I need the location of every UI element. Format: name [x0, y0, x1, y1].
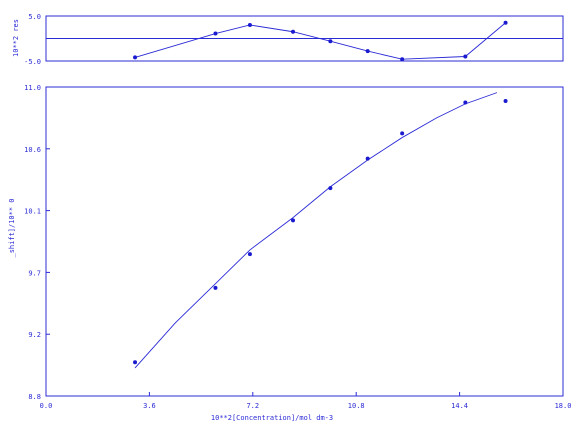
- y-tick-label-3: 10.1: [24, 208, 41, 216]
- data-point-6: [400, 131, 405, 136]
- x-tick-label-5: 18.0: [555, 402, 572, 410]
- data-point-8: [503, 99, 508, 104]
- residual-point-5: [365, 49, 370, 54]
- fit-curve: [134, 92, 498, 369]
- residual-point-8: [503, 20, 508, 25]
- residual-point-7: [463, 54, 468, 59]
- residual-line: [134, 22, 506, 60]
- x-tick-label-2: 7.2: [246, 402, 259, 410]
- residual-point-1: [213, 31, 218, 36]
- residual-ytick-bottom: -5.0: [24, 58, 41, 66]
- x-tick-label-3: 10.8: [348, 402, 365, 410]
- main-plot-frame: [45, 86, 564, 397]
- data-point-7: [463, 100, 468, 105]
- data-point-0: [133, 360, 138, 365]
- x-tick-label-1: 3.6: [143, 402, 156, 410]
- data-point-4: [328, 186, 333, 191]
- data-point-3: [291, 218, 296, 223]
- residual-ytick-top: 5.0: [28, 13, 41, 21]
- residual-point-0: [133, 55, 138, 60]
- residual-point-3: [291, 29, 296, 34]
- residual-point-6: [400, 57, 405, 62]
- y-tick-label-4: 10.6: [24, 146, 41, 154]
- y-tick-label-0: 8.8: [28, 393, 41, 401]
- main-x-axis-label: 10**2[Concentration]/mol dm-3: [211, 414, 333, 422]
- residual-point-4: [328, 39, 333, 44]
- y-tick-label-2: 9.7: [28, 269, 41, 277]
- residual-panel: 10**2 res 5.0 -5.0: [12, 13, 564, 66]
- x-tick-label-4: 14.4: [451, 402, 468, 410]
- data-point-1: [213, 285, 218, 290]
- main-panel: _shift]/10** 0 10**2[Concentration]/mol …: [8, 84, 571, 422]
- data-point-2: [247, 252, 252, 257]
- residual-y-axis-label: 10**2 res: [12, 19, 20, 57]
- main-y-axis-label: _shift]/10** 0: [8, 198, 16, 257]
- residual-point-2: [247, 23, 252, 27]
- x-tick-label-0: 0.0: [40, 402, 53, 410]
- y-tick-label-1: 9.2: [28, 331, 41, 339]
- data-point-5: [365, 156, 370, 161]
- y-tick-label-5: 11.0: [24, 84, 41, 92]
